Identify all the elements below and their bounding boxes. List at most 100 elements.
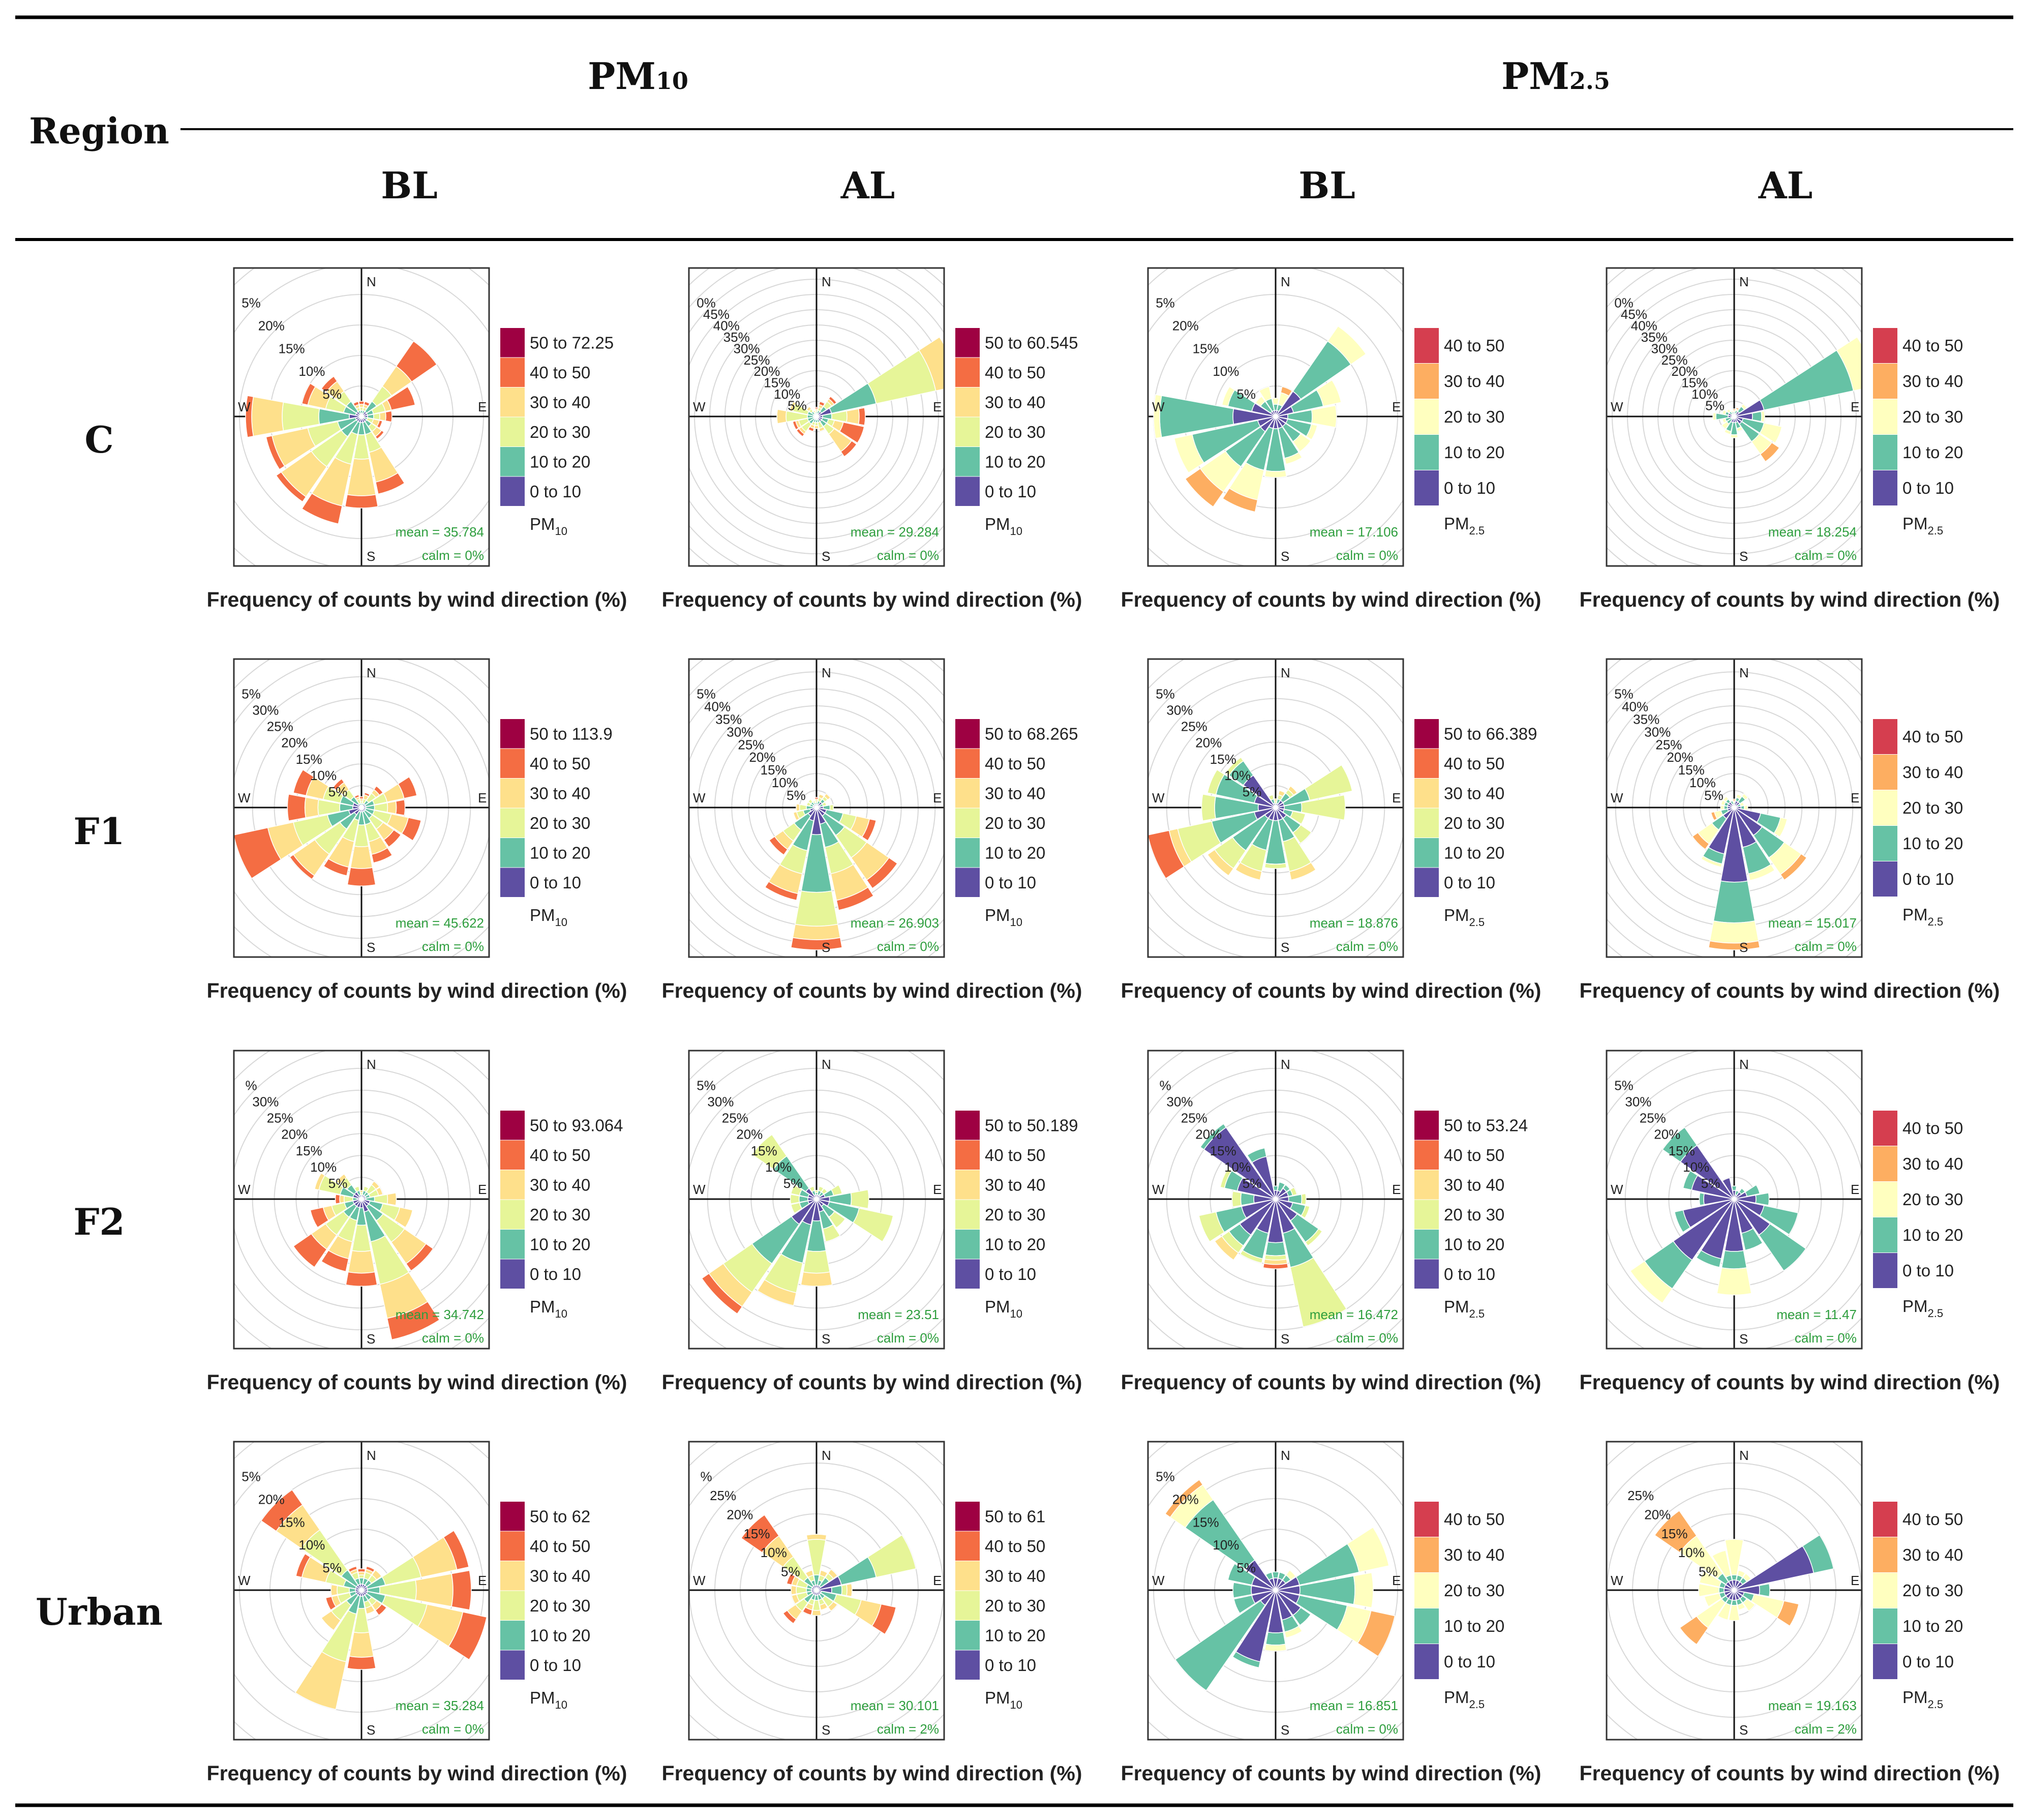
ring-label: 5% bbox=[1705, 398, 1725, 413]
legend-swatch bbox=[1873, 1537, 1897, 1572]
petal-segment bbox=[375, 1186, 383, 1196]
legend-swatch bbox=[1414, 749, 1439, 778]
legend-label: 30 to 40 bbox=[1902, 1545, 1963, 1564]
legend-label: 20 to 30 bbox=[985, 423, 1045, 441]
compass-w: W bbox=[238, 790, 251, 805]
petal-segment bbox=[799, 804, 807, 811]
legend-label: 50 to 61 bbox=[985, 1507, 1045, 1526]
legend-label: 40 to 50 bbox=[530, 363, 590, 382]
legend-swatch bbox=[1873, 755, 1897, 790]
legend-swatch bbox=[1873, 1644, 1897, 1679]
petal-segment bbox=[1736, 794, 1742, 800]
petal-segment bbox=[841, 1584, 848, 1596]
compass-e: E bbox=[933, 399, 942, 414]
ring-label: 10% bbox=[1691, 386, 1718, 402]
legend-label: 0 to 10 bbox=[985, 1265, 1036, 1284]
mean-label: mean = 35.784 bbox=[396, 524, 484, 540]
ring-label: % bbox=[700, 1469, 712, 1484]
petal-segment bbox=[1724, 429, 1732, 435]
legend-swatch bbox=[955, 1561, 980, 1591]
compass-w: W bbox=[1611, 790, 1623, 805]
ring-label: 10% bbox=[1224, 768, 1251, 783]
petal-segment bbox=[352, 401, 359, 407]
ring-label: 0% bbox=[697, 295, 716, 311]
petal-segment bbox=[790, 1184, 803, 1196]
petal-segment bbox=[819, 1570, 828, 1578]
ring-label: 10% bbox=[1678, 1545, 1705, 1560]
legend-label: 20 to 30 bbox=[1902, 798, 1963, 817]
legend-pollutant: PM2.5 bbox=[1902, 1688, 1943, 1711]
legend-swatch bbox=[1873, 790, 1897, 825]
petal-segment bbox=[1289, 861, 1317, 881]
petal-segment bbox=[1221, 386, 1235, 407]
compass-s: S bbox=[367, 1331, 375, 1347]
legend-label: 40 to 50 bbox=[530, 1146, 590, 1165]
petal-segment bbox=[1262, 1263, 1289, 1269]
ring-label: 25% bbox=[1640, 1111, 1666, 1126]
ring-label: 25% bbox=[743, 352, 770, 368]
ring-label: 5% bbox=[1156, 1469, 1175, 1484]
legend-label: 40 to 50 bbox=[985, 1146, 1045, 1165]
compass-w: W bbox=[693, 790, 706, 805]
legend-swatch bbox=[955, 1591, 980, 1620]
legend-label: 50 to 72.25 bbox=[530, 333, 614, 352]
legend-label: 20 to 30 bbox=[1902, 1190, 1963, 1209]
legend-swatch bbox=[500, 719, 525, 749]
legend-swatch bbox=[500, 1531, 525, 1561]
legend-label: 0 to 10 bbox=[1444, 873, 1495, 892]
petal-segment bbox=[320, 1249, 349, 1272]
compass-n: N bbox=[822, 665, 831, 680]
legend-swatch bbox=[955, 868, 980, 897]
plot-frame bbox=[688, 658, 945, 958]
calm-label: calm = 0% bbox=[422, 939, 484, 954]
petal-segment bbox=[1726, 408, 1732, 414]
petal-segment bbox=[812, 800, 816, 804]
legend-swatch bbox=[955, 808, 980, 838]
petal-segment bbox=[1214, 1236, 1239, 1261]
legend-swatch bbox=[1873, 1573, 1897, 1608]
ring-label: 25% bbox=[1181, 719, 1207, 734]
legend-swatch bbox=[955, 1621, 980, 1650]
legend-pollutant-name: PM bbox=[1444, 1688, 1469, 1707]
petal-segment bbox=[861, 818, 877, 842]
legend-label: 0 to 10 bbox=[985, 1656, 1036, 1675]
legend-pollutant: PM10 bbox=[985, 906, 1022, 929]
panel-caption: Frequency of counts by wind direction (%… bbox=[662, 1762, 1082, 1785]
petal-segment bbox=[1304, 764, 1353, 801]
petal-segment bbox=[276, 471, 307, 502]
legend-label: 30 to 40 bbox=[985, 393, 1045, 411]
petal-segment bbox=[1289, 1186, 1297, 1196]
petal-segment bbox=[1268, 794, 1275, 801]
ring-label: 15% bbox=[1193, 1514, 1219, 1530]
legend-swatch bbox=[1414, 1537, 1439, 1572]
ring-label: 25% bbox=[267, 1111, 293, 1126]
petal-segment bbox=[1737, 1570, 1746, 1578]
petal-segment bbox=[1741, 793, 1749, 800]
petal-segment bbox=[821, 1187, 828, 1195]
petal-segment bbox=[827, 1568, 838, 1579]
legend-label: 10 to 20 bbox=[1902, 443, 1963, 462]
petal-segment bbox=[740, 1514, 780, 1554]
ring-label: 5% bbox=[787, 788, 806, 803]
petal-segment bbox=[790, 1194, 800, 1205]
petal-segment bbox=[443, 1530, 470, 1570]
petal-segment bbox=[405, 1243, 434, 1272]
legend-pollutant-sub: 10 bbox=[555, 1307, 567, 1320]
ring-label: 15% bbox=[1661, 1526, 1687, 1541]
legend-label: 50 to 62 bbox=[530, 1507, 590, 1526]
petal-segment bbox=[839, 422, 865, 444]
calm-label: calm = 0% bbox=[877, 548, 939, 563]
legend-swatch bbox=[955, 1502, 980, 1531]
petal-segment bbox=[1301, 794, 1346, 821]
petal-segment bbox=[806, 406, 812, 412]
petal-segment bbox=[359, 796, 364, 799]
legend-label: 10 to 20 bbox=[1444, 1235, 1504, 1254]
ring-label: 30% bbox=[1625, 1094, 1651, 1110]
petal-segment bbox=[347, 1656, 376, 1670]
compass-w: W bbox=[1611, 1182, 1623, 1197]
petal-segment bbox=[371, 1180, 380, 1190]
